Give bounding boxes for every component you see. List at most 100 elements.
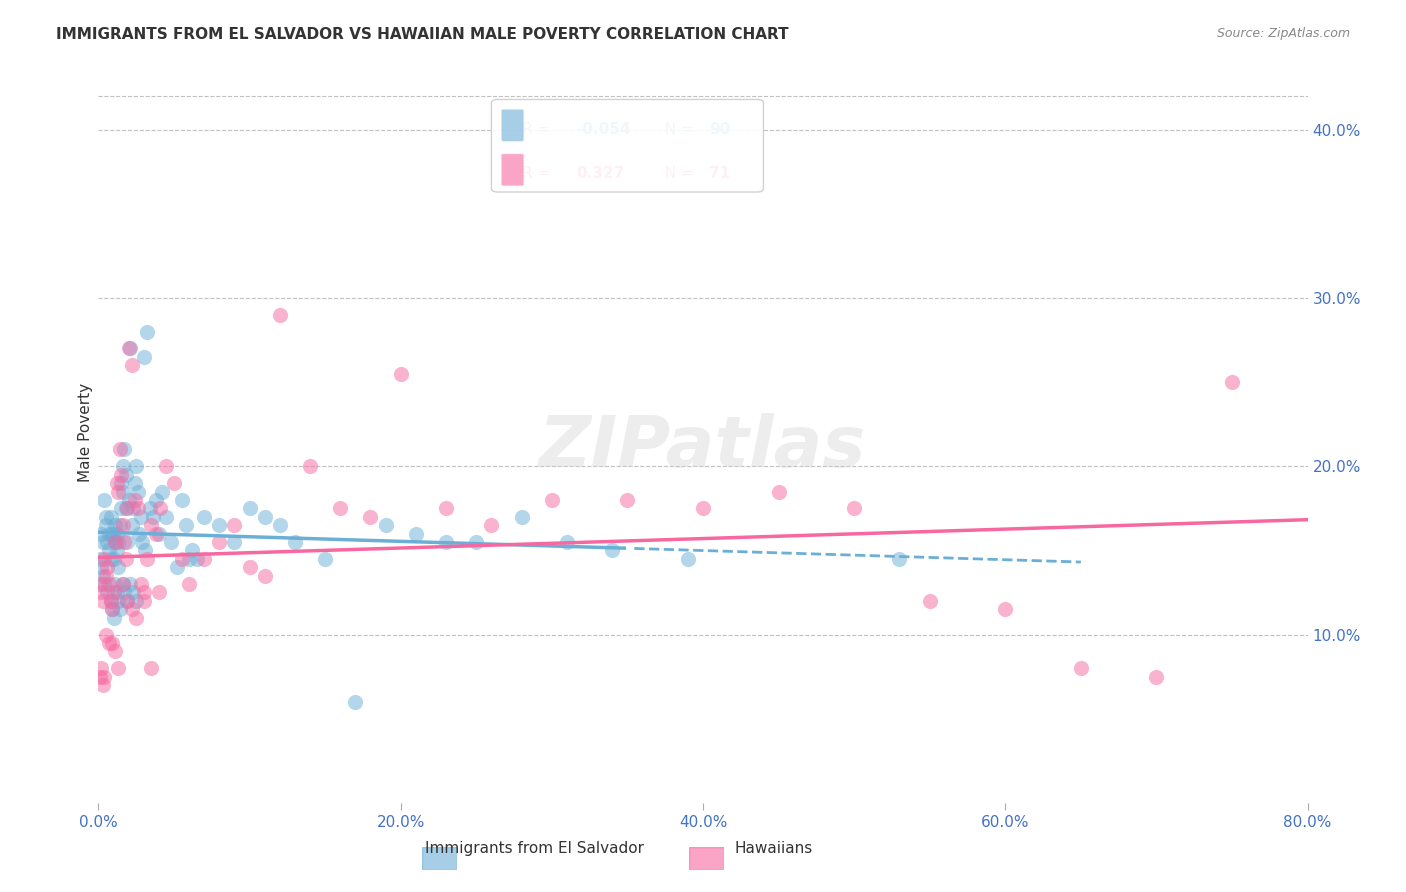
Point <box>142 509 165 524</box>
Point <box>186 551 208 566</box>
Point <box>239 501 262 516</box>
Text: 0.327: 0.327 <box>576 166 624 181</box>
Text: N =: N = <box>655 121 699 136</box>
Point <box>676 551 699 566</box>
Point <box>125 610 148 624</box>
Point <box>134 543 156 558</box>
Text: 90: 90 <box>709 121 730 136</box>
Point <box>224 535 246 549</box>
Point <box>90 560 112 574</box>
Point <box>844 501 866 516</box>
Point <box>129 577 152 591</box>
Point <box>1070 661 1092 675</box>
Point <box>239 560 262 574</box>
Point <box>510 509 533 524</box>
Point <box>107 661 129 675</box>
Point <box>768 484 790 499</box>
Point <box>115 594 138 608</box>
Point <box>253 509 276 524</box>
Point <box>125 459 148 474</box>
Point <box>132 594 155 608</box>
FancyBboxPatch shape <box>501 153 524 186</box>
FancyBboxPatch shape <box>492 99 763 192</box>
Point <box>105 526 128 541</box>
Point <box>90 661 112 675</box>
Y-axis label: Male Poverty: Male Poverty <box>77 383 93 483</box>
Text: N =: N = <box>655 166 699 181</box>
Point <box>120 342 142 356</box>
Point <box>101 602 124 616</box>
Point <box>98 636 121 650</box>
Point <box>107 484 129 499</box>
Point <box>108 518 131 533</box>
Point <box>139 501 162 516</box>
Point <box>93 577 115 591</box>
Point <box>114 551 136 566</box>
Point <box>208 518 231 533</box>
Point <box>299 459 322 474</box>
Point <box>122 585 145 599</box>
Point <box>114 467 136 482</box>
Point <box>405 526 427 541</box>
Point <box>170 492 193 507</box>
Point <box>101 636 124 650</box>
Point <box>91 535 114 549</box>
Point <box>121 518 143 533</box>
Text: R =: R = <box>522 166 555 181</box>
Text: -0.054: -0.054 <box>576 121 630 136</box>
Point <box>994 602 1017 616</box>
Text: Immigrants from El Salvador: Immigrants from El Salvador <box>425 841 644 856</box>
Point <box>121 359 143 373</box>
Point <box>124 492 146 507</box>
Point <box>104 535 127 549</box>
Point <box>141 661 163 675</box>
Point <box>129 509 152 524</box>
Point <box>96 560 118 574</box>
Point <box>112 535 135 549</box>
Point <box>179 551 201 566</box>
Text: Source: ZipAtlas.com: Source: ZipAtlas.com <box>1216 27 1350 40</box>
Point <box>100 594 122 608</box>
Point <box>108 602 131 616</box>
Point <box>616 492 638 507</box>
Point <box>224 518 246 533</box>
Point <box>111 577 134 591</box>
Point <box>112 585 135 599</box>
Point <box>104 644 127 658</box>
Point <box>93 670 115 684</box>
Point <box>103 551 125 566</box>
Point <box>103 585 125 599</box>
Text: IMMIGRANTS FROM EL SALVADOR VS HAWAIIAN MALE POVERTY CORRELATION CHART: IMMIGRANTS FROM EL SALVADOR VS HAWAIIAN … <box>56 27 789 42</box>
Point <box>540 492 562 507</box>
Point <box>179 577 201 591</box>
Point <box>208 535 231 549</box>
Point <box>115 594 138 608</box>
Point <box>160 535 183 549</box>
Point <box>122 501 145 516</box>
Point <box>174 518 197 533</box>
Point <box>1220 375 1243 389</box>
Point <box>104 535 127 549</box>
Point <box>96 535 118 549</box>
Point <box>284 535 307 549</box>
Point <box>91 678 114 692</box>
Point <box>105 476 128 491</box>
Point <box>918 594 941 608</box>
Point <box>90 526 112 541</box>
Point <box>150 484 173 499</box>
Point <box>89 551 111 566</box>
Point <box>389 367 412 381</box>
Point <box>107 535 129 549</box>
Point <box>155 509 177 524</box>
Point <box>104 577 127 591</box>
Point <box>555 535 578 549</box>
Point <box>269 518 291 533</box>
Point <box>344 695 367 709</box>
Point <box>132 585 155 599</box>
Point <box>135 551 157 566</box>
Point <box>111 518 134 533</box>
Point <box>269 308 291 322</box>
Point <box>193 509 215 524</box>
Point <box>94 627 117 641</box>
Point <box>103 610 125 624</box>
